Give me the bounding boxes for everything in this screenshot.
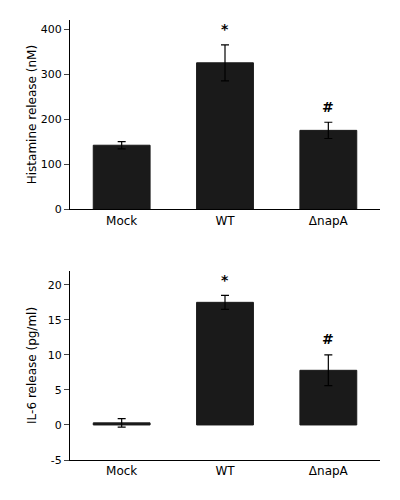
svg-text:IL-6 release (pg/ml): IL-6 release (pg/ml) <box>25 307 39 424</box>
svg-text:WT: WT <box>215 214 235 228</box>
svg-text:Histamine release (nM): Histamine release (nM) <box>25 45 39 184</box>
svg-text:#: # <box>322 331 334 347</box>
svg-text:Mock: Mock <box>106 214 137 228</box>
svg-text:ΔnapA: ΔnapA <box>309 214 349 228</box>
svg-text:#: # <box>322 99 334 115</box>
svg-text:200: 200 <box>41 113 62 126</box>
svg-text:Mock: Mock <box>106 464 137 478</box>
svg-text:WT: WT <box>215 464 235 478</box>
svg-text:*: * <box>221 272 229 288</box>
svg-text:100: 100 <box>41 158 62 171</box>
svg-text:300: 300 <box>41 68 62 81</box>
svg-text:*: * <box>221 21 229 37</box>
svg-text:0: 0 <box>55 419 62 432</box>
svg-text:10: 10 <box>48 349 62 362</box>
svg-text:ΔnapA: ΔnapA <box>309 464 349 478</box>
svg-text:400: 400 <box>41 23 62 36</box>
svg-text:-5: -5 <box>51 454 62 467</box>
svg-text:20: 20 <box>48 279 62 292</box>
svg-text:15: 15 <box>48 314 62 327</box>
svg-text:0: 0 <box>55 203 62 216</box>
svg-text:5: 5 <box>55 384 62 397</box>
